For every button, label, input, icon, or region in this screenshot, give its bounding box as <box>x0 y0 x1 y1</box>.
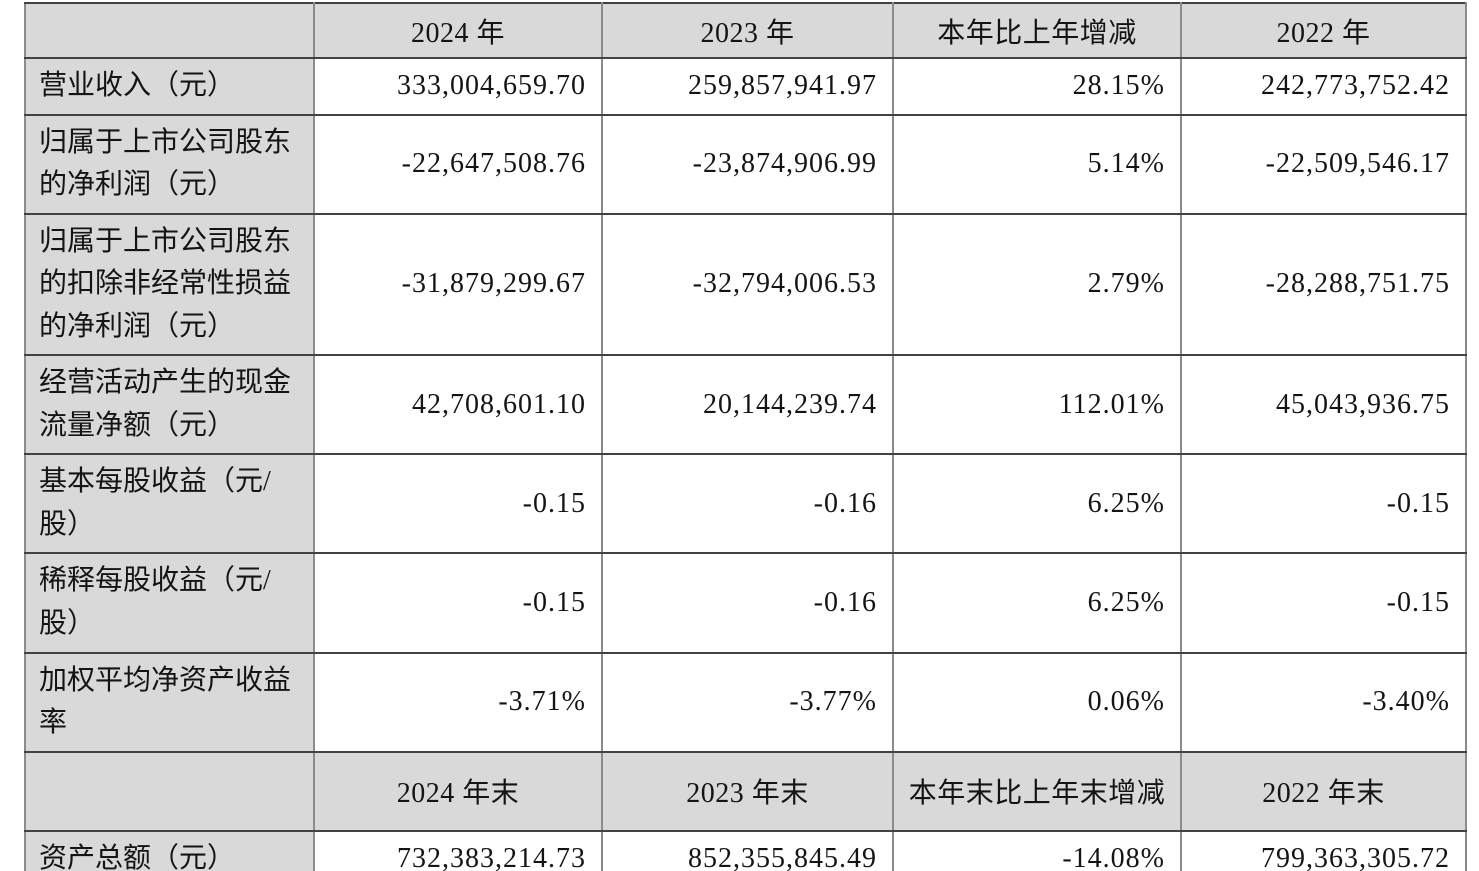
weighted-roe-2023: -3.77% <box>601 651 894 753</box>
weighted-roe-change: 0.06% <box>892 651 1182 753</box>
basic-eps-2022: -0.15 <box>1180 453 1467 555</box>
annual-header-2024: 2024 年 <box>313 2 603 59</box>
eoy-header-2024: 2024 年末 <box>313 750 603 832</box>
annual-header-change: 本年比上年增减 <box>892 2 1182 59</box>
operating-revenue-2024: 333,004,659.70 <box>313 57 603 116</box>
annual-header-blank-cell <box>24 2 315 59</box>
operating-revenue-2023: 259,857,941.97 <box>601 57 894 116</box>
table-row-diluted-eps: 稀释每股收益（元/股） -0.15 -0.16 6.25% -0.15 <box>24 552 1467 654</box>
net-profit-2022: -22,509,546.17 <box>1180 113 1467 215</box>
non-recurring-net-profit-2023: -32,794,006.53 <box>601 212 894 357</box>
table-row-operating-revenue: 营业收入（元） 333,004,659.70 259,857,941.97 28… <box>24 57 1467 116</box>
eoy-header-2022: 2022 年末 <box>1180 750 1467 832</box>
operating-cash-flow-label: 经营活动产生的现金流量净额（元） <box>24 354 315 456</box>
eoy-header-row: 2024 年末 2023 年末 本年末比上年末增减 2022 年末 <box>24 750 1467 832</box>
diluted-eps-2024: -0.15 <box>313 552 603 654</box>
net-profit-2024: -22,647,508.76 <box>313 113 603 215</box>
basic-eps-label: 基本每股收益（元/股） <box>24 453 315 555</box>
non-recurring-net-profit-label: 归属于上市公司股东的扣除非经常性损益的净利润（元） <box>24 212 315 357</box>
net-profit-change: 5.14% <box>892 113 1182 215</box>
non-recurring-net-profit-change: 2.79% <box>892 212 1182 357</box>
total-assets-2023: 852,355,845.49 <box>601 829 894 871</box>
table-row-weighted-roe: 加权平均净资产收益率 -3.71% -3.77% 0.06% -3.40% <box>24 651 1467 753</box>
operating-revenue-2022: 242,773,752.42 <box>1180 57 1467 116</box>
weighted-roe-label: 加权平均净资产收益率 <box>24 651 315 753</box>
basic-eps-2023: -0.16 <box>601 453 894 555</box>
total-assets-2022: 799,363,305.72 <box>1180 829 1467 871</box>
annual-header-2023: 2023 年 <box>601 2 894 59</box>
total-assets-change: -14.08% <box>892 829 1182 871</box>
net-profit-2023: -23,874,906.99 <box>601 113 894 215</box>
diluted-eps-2023: -0.16 <box>601 552 894 654</box>
basic-eps-2024: -0.15 <box>313 453 603 555</box>
annual-header-row: 2024 年 2023 年 本年比上年增减 2022 年 <box>24 2 1467 59</box>
table-row-basic-eps: 基本每股收益（元/股） -0.15 -0.16 6.25% -0.15 <box>24 453 1467 555</box>
operating-cash-flow-2022: 45,043,936.75 <box>1180 354 1467 456</box>
annual-header-2022: 2022 年 <box>1180 2 1467 59</box>
diluted-eps-change: 6.25% <box>892 552 1182 654</box>
operating-cash-flow-change: 112.01% <box>892 354 1182 456</box>
weighted-roe-2022: -3.40% <box>1180 651 1467 753</box>
diluted-eps-label: 稀释每股收益（元/股） <box>24 552 315 654</box>
eoy-header-2023: 2023 年末 <box>601 750 894 832</box>
table-row-operating-cash-flow: 经营活动产生的现金流量净额（元） 42,708,601.10 20,144,23… <box>24 354 1467 456</box>
operating-revenue-change: 28.15% <box>892 57 1182 116</box>
operating-cash-flow-2023: 20,144,239.74 <box>601 354 894 456</box>
total-assets-label: 资产总额（元） <box>24 829 315 871</box>
eoy-header-change: 本年末比上年末增减 <box>892 750 1182 832</box>
non-recurring-net-profit-2024: -31,879,299.67 <box>313 212 603 357</box>
operating-revenue-label: 营业收入（元） <box>24 57 315 116</box>
weighted-roe-2024: -3.71% <box>313 651 603 753</box>
table-row-net-profit: 归属于上市公司股东的净利润（元） -22,647,508.76 -23,874,… <box>24 113 1467 215</box>
net-profit-label: 归属于上市公司股东的净利润（元） <box>24 113 315 215</box>
non-recurring-net-profit-2022: -28,288,751.75 <box>1180 212 1467 357</box>
eoy-header-blank-cell <box>24 750 315 832</box>
operating-cash-flow-2024: 42,708,601.10 <box>313 354 603 456</box>
diluted-eps-2022: -0.15 <box>1180 552 1467 654</box>
basic-eps-change: 6.25% <box>892 453 1182 555</box>
total-assets-2024: 732,383,214.73 <box>313 829 603 871</box>
financial-summary-table: 2024 年 2023 年 本年比上年增减 2022 年 营业收入（元） 333… <box>24 2 1467 871</box>
table-row-non-recurring-net-profit: 归属于上市公司股东的扣除非经常性损益的净利润（元） -31,879,299.67… <box>24 212 1467 357</box>
table-row-total-assets: 资产总额（元） 732,383,214.73 852,355,845.49 -1… <box>24 829 1467 871</box>
